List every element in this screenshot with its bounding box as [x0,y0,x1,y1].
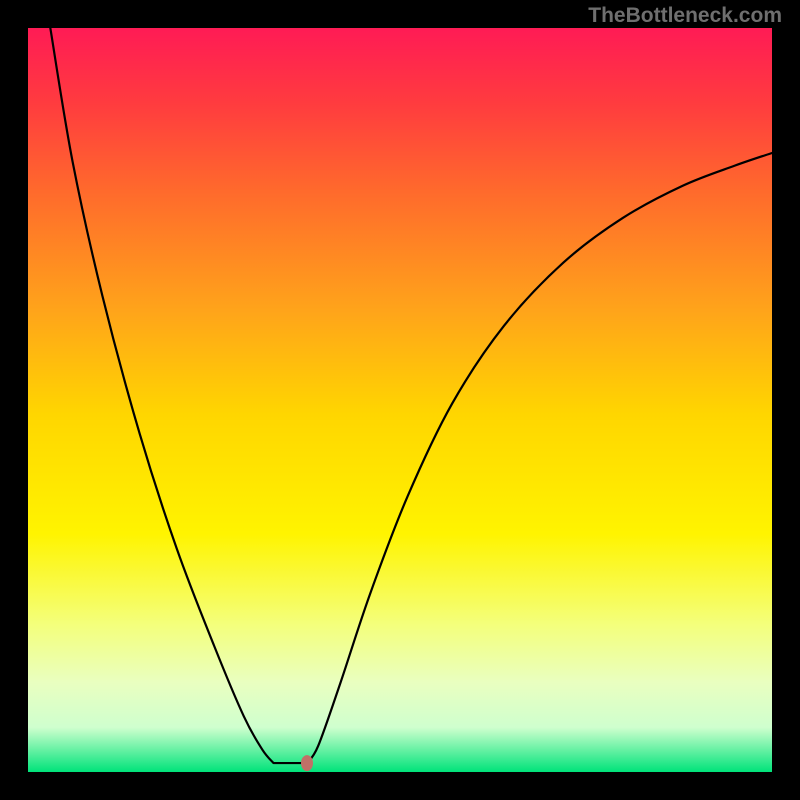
optimum-marker [301,755,313,771]
chart-container: TheBottleneck.com [0,0,800,800]
plot-background [28,28,772,772]
bottleneck-chart [0,0,800,800]
